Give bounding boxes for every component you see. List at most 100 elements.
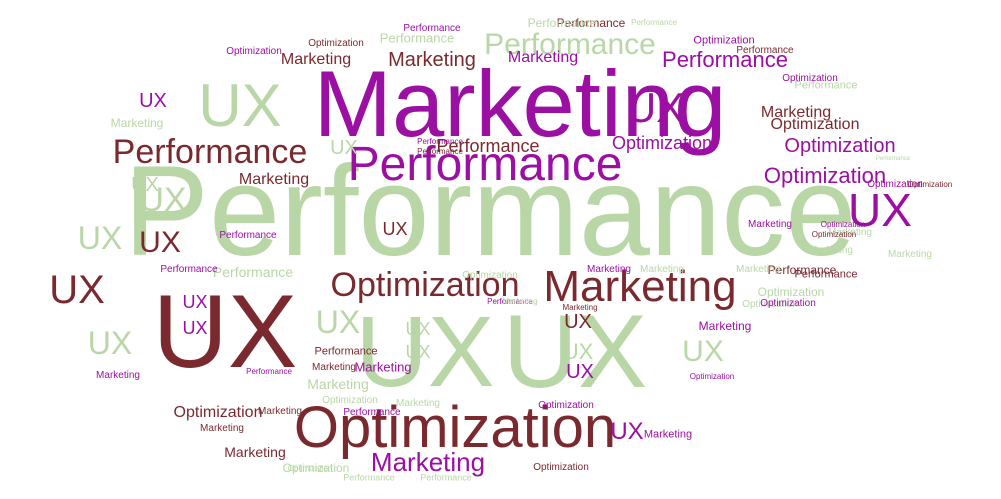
cloud-word: Marketing — [562, 303, 598, 312]
cloud-word: UX — [139, 181, 187, 219]
cloud-word: Optimization — [282, 461, 350, 475]
cloud-word: Optimization — [760, 298, 816, 309]
cloud-word: Marketing — [96, 370, 140, 381]
cloud-word: Marketing — [396, 398, 440, 409]
cloud-word: Marketing — [760, 104, 832, 121]
cloud-word: Performance — [420, 472, 472, 483]
cloud-word: UX — [682, 335, 724, 368]
cloud-word: Performance — [112, 133, 308, 171]
cloud-word: UX — [182, 318, 208, 338]
cloud-word: Optimization — [538, 400, 594, 411]
cloud-word: Performance — [662, 47, 788, 72]
cloud-word: UX — [405, 319, 431, 339]
cloud-word: Performance — [487, 297, 533, 306]
cloud-word: Marketing — [110, 116, 164, 130]
cloud-word: Marketing — [200, 423, 244, 434]
cloud-word: Marketing — [313, 51, 727, 156]
cloud-word: UX — [315, 304, 361, 340]
cloud-word: UX — [848, 184, 912, 236]
cloud-word: Marketing — [698, 319, 752, 333]
cloud-word: UX — [502, 294, 648, 410]
cloud-word: Performance — [875, 156, 911, 162]
cloud-word: Performance — [219, 230, 277, 241]
cloud-word: Performance — [314, 345, 378, 358]
cloud-word: Optimization — [763, 163, 887, 188]
cloud-word: UX — [610, 418, 644, 445]
cloud-word: UX — [87, 325, 133, 361]
cloud-word: Performance — [123, 140, 857, 283]
cloud-word: Marketing — [507, 49, 579, 66]
cloud-word: Performance — [436, 136, 540, 156]
cloud-word: Optimization — [689, 372, 735, 381]
cloud-word: Optimization — [322, 395, 378, 406]
cloud-word: Performance — [417, 137, 463, 146]
cloud-word: UX — [139, 226, 181, 259]
cloud-word: Performance — [212, 264, 294, 280]
cloud-word: Optimization — [330, 266, 520, 304]
cloud-word: Performance — [767, 263, 837, 277]
cloud-word: UX — [625, 84, 685, 131]
cloud-word: UX — [562, 339, 594, 364]
cloud-word: Optimization — [611, 133, 713, 153]
cloud-word: UX — [330, 137, 358, 159]
cloud-word: Performance — [160, 264, 218, 275]
cloud-word: Optimization — [287, 464, 333, 473]
cloud-word: Optimization — [811, 230, 857, 239]
cloud-word: Optimization — [867, 179, 923, 190]
cloud-word: Performance — [379, 30, 455, 46]
cloud-word: Optimization — [173, 404, 263, 421]
cloud-word: Optimization — [462, 270, 518, 281]
cloud-word: Performance — [347, 138, 623, 191]
cloud-word: Marketing — [643, 428, 693, 441]
cloud-word: Performance — [736, 45, 794, 56]
cloud-word: Optimization — [907, 180, 953, 189]
cloud-word: Marketing — [543, 262, 737, 311]
cloud-word: Optimization — [757, 285, 825, 299]
cloud-word: UX — [405, 342, 431, 362]
cloud-word: Marketing — [238, 171, 310, 188]
cloud-word: Marketing — [312, 362, 356, 373]
cloud-word: Optimization — [770, 116, 860, 133]
cloud-word: Performance — [794, 79, 858, 92]
cloud-word: Performance — [484, 28, 656, 61]
cloud-word: Marketing — [224, 444, 286, 460]
cloud-word: Marketing — [587, 264, 631, 275]
cloud-word: UX — [131, 174, 159, 196]
cloud-word: UX — [77, 220, 123, 256]
cloud-word: Optimization — [293, 395, 617, 460]
cloud-word: UX — [564, 311, 592, 333]
cloud-word: Optimization — [782, 73, 838, 84]
cloud-word: Optimization — [533, 462, 589, 473]
cloud-word: Performance — [556, 16, 626, 30]
cloud-word: Marketing — [354, 359, 412, 375]
cloud-word: Performance — [246, 367, 292, 376]
cloud-word: Marketing — [502, 297, 538, 306]
cloud-word: Performance — [794, 268, 858, 281]
cloud-word: UX — [382, 219, 408, 239]
cloud-word: UX — [566, 361, 594, 383]
cloud-word: Marketing — [280, 51, 352, 68]
cloud-word: Optimization — [784, 135, 896, 157]
cloud-word: Performance — [403, 23, 461, 34]
cloud-word: Marketing — [640, 264, 684, 275]
cloud-word: UX — [139, 90, 167, 112]
cloud-word: UX — [152, 274, 298, 390]
cloud-word: Optimization — [820, 220, 866, 229]
cloud-word: Marketing — [748, 219, 792, 230]
cloud-word: Marketing — [809, 245, 853, 256]
cloud-word: Performance — [417, 147, 463, 156]
cloud-word: Optimization — [693, 34, 755, 47]
cloud-word: Performance — [527, 16, 597, 30]
cloud-word: Optimization — [226, 46, 282, 57]
cloud-word: UX — [49, 268, 105, 312]
cloud-word: Marketing — [370, 447, 486, 477]
cloud-word: Marketing — [258, 406, 302, 417]
cloud-word: Optimization — [308, 38, 364, 49]
cloud-word: Performance — [631, 18, 677, 27]
cloud-word: Performance — [343, 472, 395, 483]
cloud-word: UX — [355, 296, 495, 408]
cloud-word: UX — [198, 72, 282, 139]
cloud-word: Marketing — [307, 376, 369, 392]
cloud-word: Marketing — [736, 264, 780, 275]
